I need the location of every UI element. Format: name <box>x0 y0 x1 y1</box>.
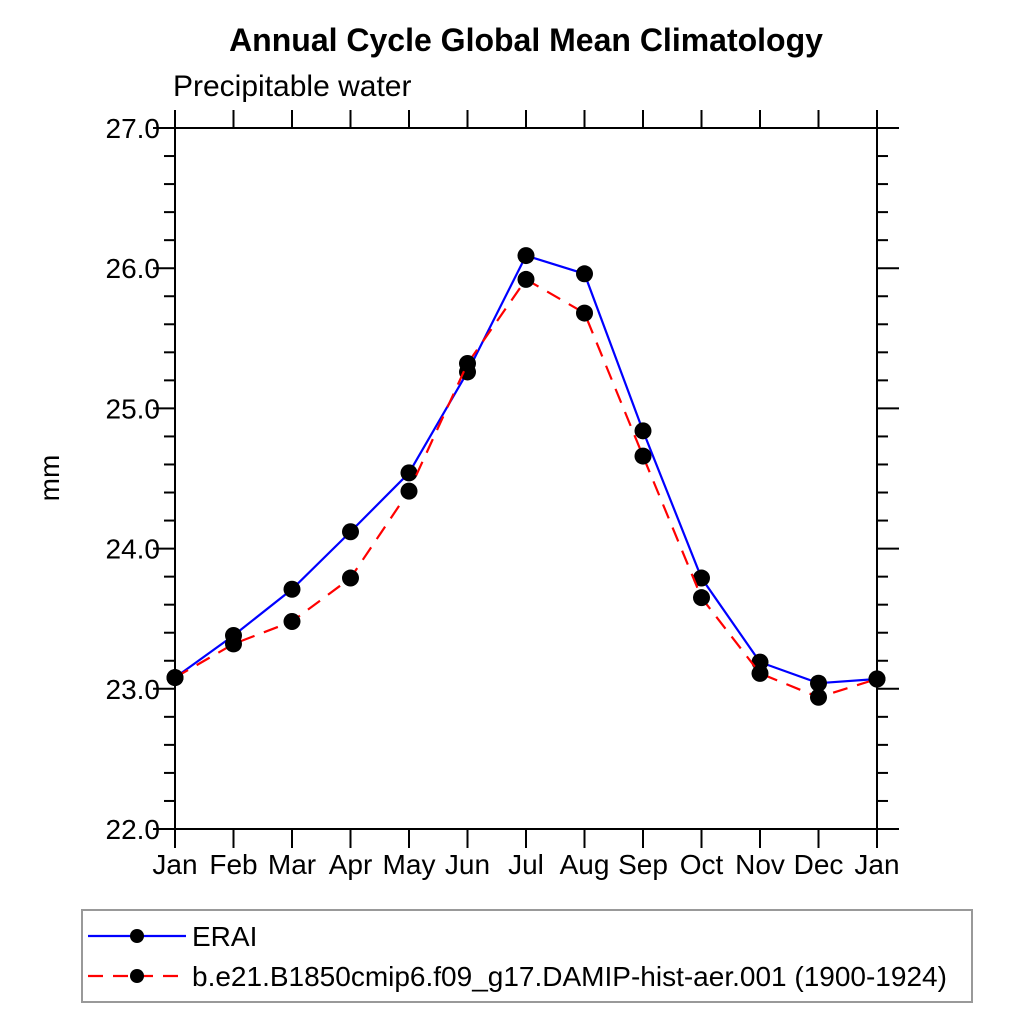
x-tick-label: Jun <box>445 849 490 880</box>
data-point-marker <box>693 589 710 607</box>
y-tick-label: 27.0 <box>106 113 161 144</box>
x-tick-label: Dec <box>794 849 844 880</box>
legend-marker-0 <box>130 929 144 943</box>
data-point-marker <box>634 447 652 465</box>
data-point-marker <box>342 569 359 587</box>
data-point-marker <box>634 422 652 440</box>
legend-label-0: ERAI <box>192 921 257 952</box>
series-line-0 <box>174 254 878 685</box>
y-tick-label: 22.0 <box>106 814 161 845</box>
x-tick-label: Apr <box>329 849 373 880</box>
chart-subtitle: Precipitable water <box>173 70 412 103</box>
x-tick-label: Jan <box>152 849 197 880</box>
x-tick-label: Nov <box>735 849 785 880</box>
y-tick-label: 25.0 <box>106 393 161 424</box>
data-point-marker <box>517 247 535 265</box>
data-point-marker <box>693 569 710 587</box>
data-point-marker <box>400 464 418 482</box>
data-point-marker <box>342 523 359 541</box>
y-axis-label: mm <box>34 454 65 502</box>
legend-label-1: b.e21.B1850cmip6.f09_g17.DAMIP-hist-aer.… <box>192 961 947 992</box>
x-tick-label: Sep <box>618 849 668 880</box>
data-point-marker <box>576 265 593 283</box>
data-point-marker <box>283 580 301 598</box>
legend-box <box>81 909 973 1003</box>
x-tick-label: Jan <box>854 849 899 880</box>
data-point-marker <box>459 355 476 373</box>
x-tick-label: Mar <box>268 849 316 880</box>
series-line-1 <box>174 277 878 699</box>
data-point-marker <box>810 688 827 706</box>
data-point-marker <box>810 674 827 692</box>
data-point-marker <box>400 482 418 500</box>
x-tick-label: Oct <box>680 849 724 880</box>
data-point-marker <box>751 664 769 682</box>
x-tick-label: Jul <box>508 849 544 880</box>
y-tick-label: 26.0 <box>106 253 161 284</box>
legend-marker-1 <box>130 969 144 983</box>
x-tick-label: May <box>383 849 436 880</box>
data-point-marker <box>868 670 886 688</box>
x-tick-label: Aug <box>560 849 610 880</box>
y-tick-label: 23.0 <box>106 674 161 705</box>
y-tick-label: 24.0 <box>106 534 161 565</box>
data-point-marker <box>576 304 593 322</box>
plot-frame <box>174 127 878 830</box>
data-point-marker <box>225 635 242 653</box>
x-tick-label: Feb <box>209 849 257 880</box>
chart-title: Annual Cycle Global Mean Climatology <box>229 22 823 58</box>
data-point-marker <box>517 270 535 288</box>
data-point-marker <box>166 669 184 687</box>
data-point-marker <box>283 613 301 631</box>
